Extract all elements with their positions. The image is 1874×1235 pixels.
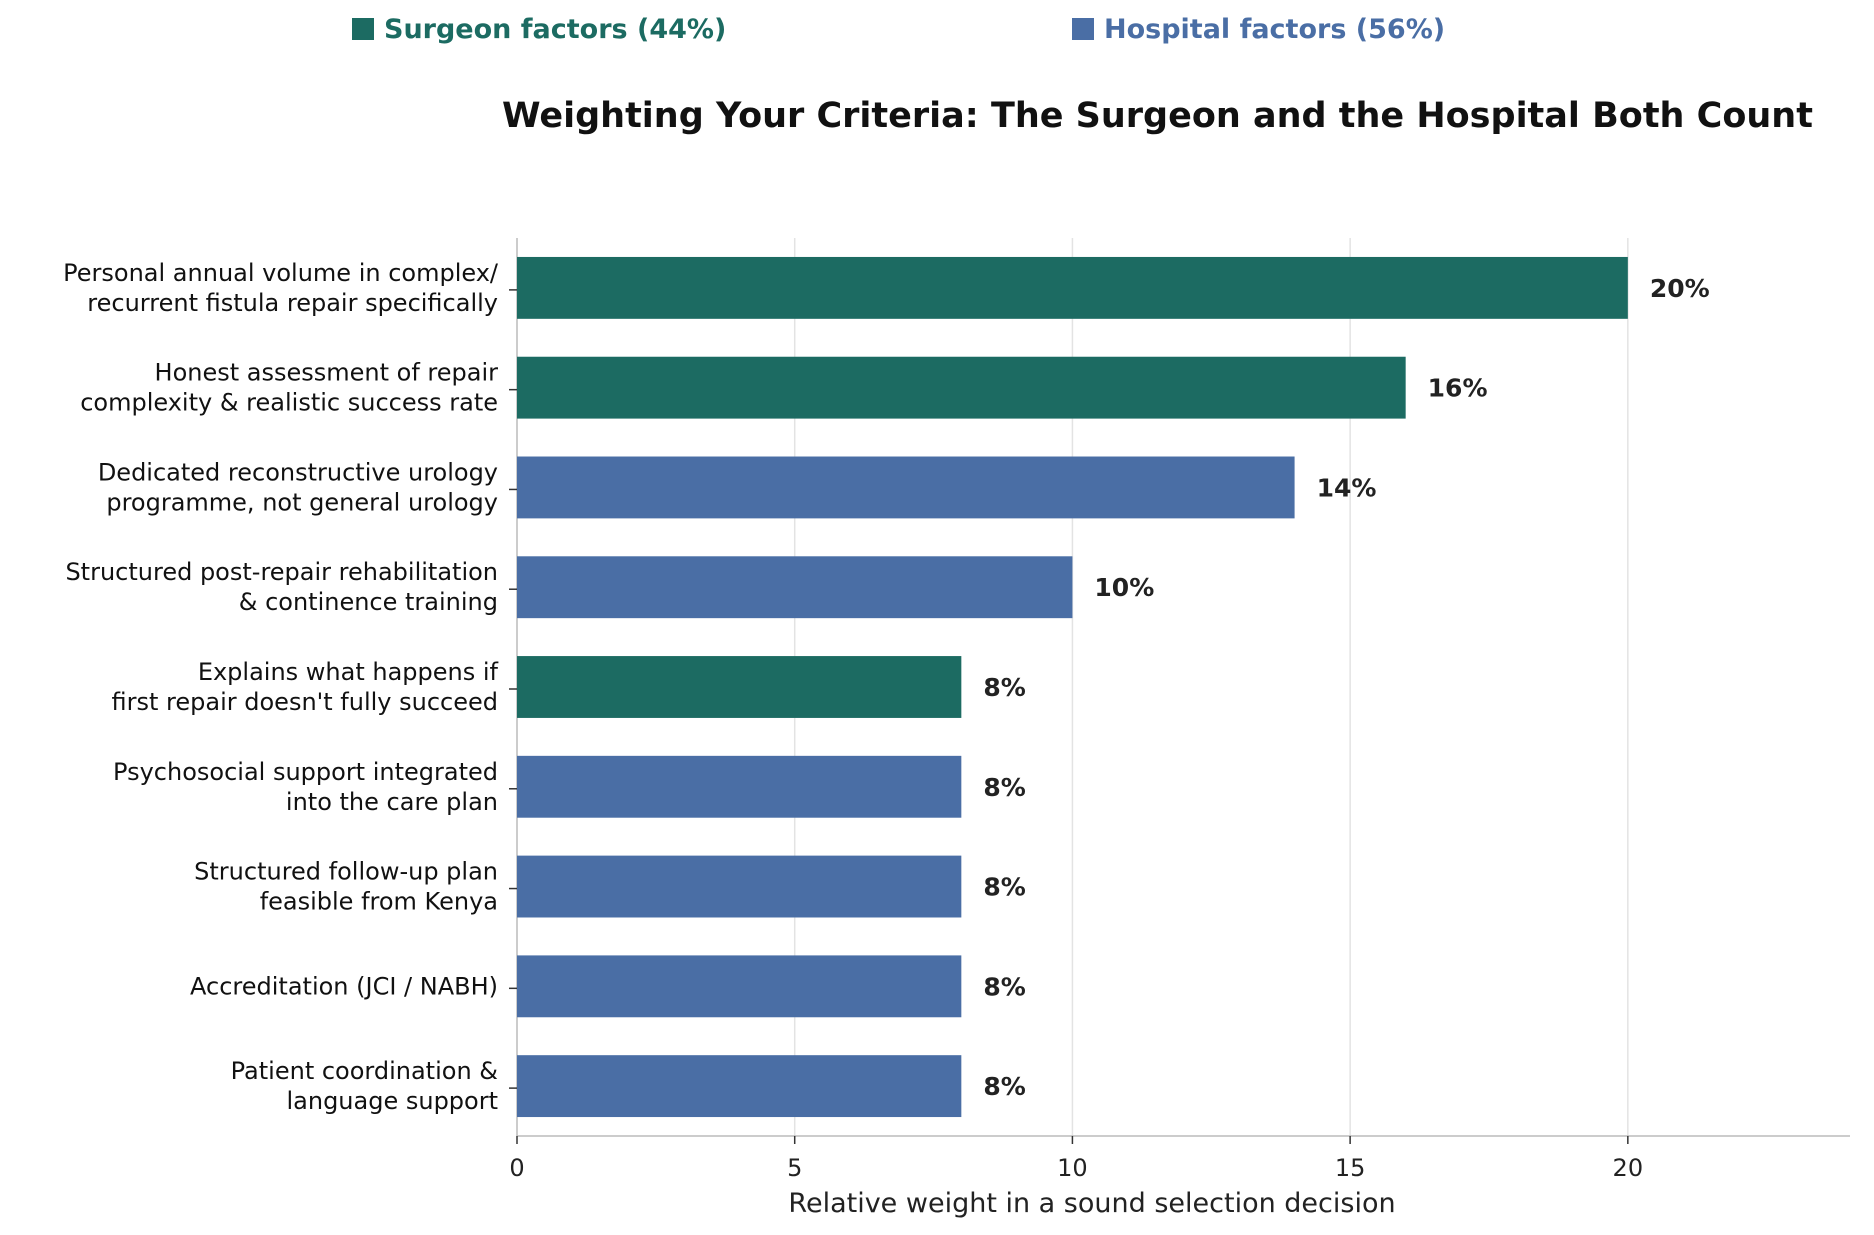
- y-category-label-line: & continence training: [239, 588, 498, 616]
- y-category-label-line: Honest assessment of repair: [155, 359, 499, 387]
- y-category-label-line: Psychosocial support integrated: [113, 758, 498, 786]
- y-category-label-line: Structured follow-up plan: [194, 858, 498, 886]
- legend-item-surgeon: Surgeon factors (44%): [352, 14, 726, 45]
- bar: [517, 256, 1628, 319]
- legend-item-hospital: Hospital factors (56%): [1072, 14, 1445, 45]
- y-category-label-line: feasible from Kenya: [260, 888, 498, 916]
- bar: [517, 556, 1073, 619]
- x-tick-label: 5: [787, 1154, 802, 1182]
- legend-label-surgeon: Surgeon factors (44%): [384, 14, 727, 45]
- y-category-label: Dedicated reconstructive urology programm…: [98, 458, 498, 516]
- legend-label-hospital: Hospital factors (56%): [1104, 14, 1446, 45]
- data-label: 8%: [983, 1072, 1025, 1101]
- data-label: 8%: [983, 873, 1025, 902]
- bar: [517, 855, 962, 918]
- y-category-label-line: complexity & realistic success rate: [80, 389, 498, 417]
- data-label: 20%: [1650, 274, 1710, 303]
- x-tick-label: 10: [1057, 1154, 1088, 1182]
- legend-swatch-hospital-icon: [1072, 18, 1094, 40]
- legend-swatch-surgeon-icon: [352, 18, 374, 40]
- bar: [517, 755, 962, 818]
- bar: [517, 656, 962, 718]
- y-category-label: Explains what happens if first repair doe…: [112, 658, 499, 716]
- y-category-label: Accreditation (JCI / NABH): [190, 972, 498, 1000]
- y-category-label-line: Accreditation (JCI / NABH): [190, 972, 498, 1000]
- x-tick-label: 20: [1613, 1154, 1644, 1182]
- data-label: 14%: [1317, 473, 1377, 502]
- y-category-label-line: Explains what happens if: [198, 658, 499, 686]
- y-category-label-line: language support: [286, 1087, 498, 1115]
- x-axis-label: Relative weight in a sound selection dec…: [788, 1188, 1396, 1219]
- bar: [517, 456, 1295, 519]
- data-label: 10%: [1094, 573, 1154, 602]
- y-category-label: Honest assessment of repair complexity & …: [80, 359, 498, 417]
- chart-title: Weighting Your Criteria: The Surgeon and…: [502, 96, 1813, 136]
- bar: [517, 955, 962, 1018]
- y-category-label: Structured post-repair rehabilitation & c…: [65, 558, 498, 616]
- y-category-label-line: Personal annual volume in complex/: [63, 259, 499, 287]
- y-category-label: Patient coordination & language support: [231, 1057, 498, 1115]
- data-label: 16%: [1428, 374, 1488, 403]
- x-tick-label: 0: [509, 1154, 524, 1182]
- y-category-label-line: first repair doesn't fully succeed: [112, 688, 498, 716]
- y-category-label-line: Structured post-repair rehabilitation: [65, 558, 498, 586]
- y-category-label-line: Patient coordination &: [231, 1057, 498, 1085]
- y-category-label: Personal annual volume in complex/recurr…: [63, 259, 499, 317]
- y-category-label-line: Dedicated reconstructive urology: [98, 458, 498, 486]
- y-category-label: Structured follow-up plan feasible from K…: [194, 858, 498, 916]
- x-tick-label: 15: [1335, 1154, 1366, 1182]
- data-label: 8%: [983, 773, 1025, 802]
- bar: [517, 356, 1406, 419]
- y-category-label-line: recurrent fistula repair specifically: [87, 289, 498, 317]
- bar: [517, 1055, 962, 1118]
- data-label: 8%: [983, 972, 1025, 1001]
- y-category-label-line: into the care plan: [286, 788, 498, 816]
- y-category-label-line: programme, not general urology: [106, 488, 498, 516]
- data-label: 8%: [983, 673, 1025, 702]
- y-category-label: Psychosocial support integrated into the …: [113, 758, 498, 816]
